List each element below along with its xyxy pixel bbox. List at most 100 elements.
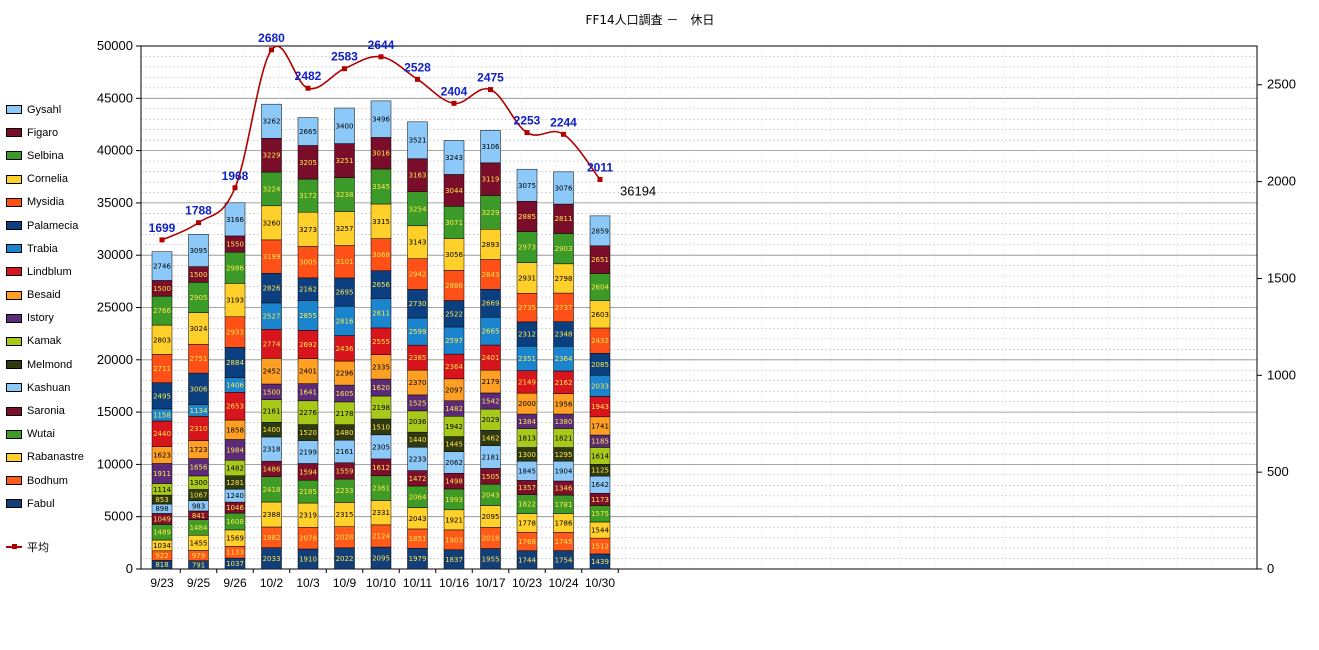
legend-label: Fabul — [27, 497, 55, 510]
legend-item: Kashuan — [6, 376, 96, 399]
legend-swatch — [6, 336, 22, 346]
segment-label: 2597 — [445, 337, 463, 345]
segment-label: 1786 — [555, 520, 573, 528]
segment-label: 2692 — [299, 341, 317, 349]
segment-label: 2351 — [518, 355, 536, 363]
segment-label: 1300 — [518, 451, 536, 459]
y2-tick-label: 1000 — [1267, 367, 1296, 382]
total-annotation: 36194 — [620, 183, 656, 198]
legend-item: Mysidia — [6, 191, 96, 214]
legend-item: Kamak — [6, 330, 96, 353]
legend-swatch — [6, 105, 22, 115]
legend-label: Istory — [27, 312, 54, 325]
segment-label: 1300 — [190, 479, 208, 487]
bar-segment — [443, 140, 465, 175]
segment-label: 2161 — [336, 448, 354, 456]
legend-swatch — [6, 452, 22, 462]
y-tick-label: 15000 — [97, 404, 133, 419]
x-tick-label: 10/23 — [512, 576, 542, 590]
segment-label: 2931 — [518, 274, 536, 282]
segment-label: 2401 — [482, 354, 500, 362]
segment-label: 3119 — [482, 176, 500, 184]
segment-label: 2029 — [482, 416, 500, 424]
segment-label: 1979 — [409, 555, 427, 563]
segment-label: 1240 — [226, 492, 244, 500]
average-point — [488, 87, 493, 93]
segment-label: 2452 — [263, 368, 281, 376]
legend-label: Saronia — [27, 405, 65, 418]
segment-label: 3101 — [336, 258, 354, 266]
bar-segment — [297, 117, 319, 146]
segment-label: 2335 — [372, 363, 390, 371]
segment-label: 2033 — [591, 382, 609, 390]
segment-label: 1984 — [226, 446, 244, 454]
segment-label: 1641 — [299, 389, 317, 397]
legend-label: Trabia — [27, 242, 58, 255]
bar-segment — [188, 233, 209, 267]
segment-label: 2028 — [336, 534, 354, 542]
x-tick-label: 10/24 — [548, 576, 578, 590]
y-tick-label: 50000 — [97, 38, 133, 53]
average-data-label: 1968 — [222, 169, 249, 183]
segment-label: 2178 — [336, 410, 354, 418]
y-tick-label: 25000 — [97, 300, 133, 315]
segment-label: 2000 — [518, 400, 536, 408]
legend-label: 平均 — [27, 541, 49, 554]
segment-label: 3199 — [263, 253, 281, 261]
bar-segment — [370, 100, 392, 138]
segment-label: 1851 — [409, 535, 427, 543]
segment-label: 1612 — [372, 464, 390, 472]
segment-label: 1406 — [226, 381, 244, 389]
segment-label: 2095 — [372, 555, 390, 563]
legend-label: Rabanastre — [27, 451, 84, 464]
segment-label: 2310 — [190, 425, 208, 433]
segment-label: 3172 — [299, 192, 317, 200]
segment-label: 1942 — [445, 423, 463, 431]
segment-label: 2043 — [409, 515, 427, 523]
segment-label: 3251 — [336, 157, 354, 165]
legend-label: Selbina — [27, 149, 64, 162]
legend-item-average: 平均 — [6, 535, 96, 558]
average-data-label: 2011 — [587, 160, 613, 174]
segment-label: 2401 — [299, 368, 317, 376]
segment-label: 1520 — [299, 429, 317, 437]
segment-label: 2651 — [591, 256, 609, 264]
legend-swatch — [6, 221, 22, 231]
bar-segment — [261, 103, 282, 139]
bar-segment — [516, 168, 538, 202]
segment-label: 2043 — [482, 491, 500, 499]
segment-label: 2603 — [591, 311, 609, 319]
legend-swatch — [6, 197, 22, 207]
segment-label: 1357 — [518, 484, 536, 492]
segment-label: 1605 — [336, 390, 354, 398]
segment-label: 3071 — [445, 219, 463, 227]
segment-label: 2766 — [153, 307, 171, 315]
y2-tick-label: 2500 — [1267, 77, 1296, 92]
segment-label: 1813 — [518, 435, 536, 443]
segment-label: 3006 — [190, 385, 208, 393]
legend-swatch — [6, 476, 22, 486]
segment-label: 3075 — [518, 182, 536, 190]
y-tick-label: 40000 — [97, 143, 133, 158]
segment-label: 2364 — [445, 363, 463, 371]
segment-label: 2199 — [299, 448, 317, 456]
segment-label: 2233 — [409, 455, 427, 463]
legend-swatch — [6, 267, 22, 277]
segment-label: 2161 — [263, 407, 281, 415]
segment-label: 3400 — [336, 122, 354, 130]
segment-label: 2315 — [336, 511, 354, 519]
segment-label: 2665 — [299, 128, 317, 136]
segment-label: 2933 — [226, 329, 244, 337]
segment-label: 3273 — [299, 226, 317, 234]
segment-label: 2181 — [482, 454, 500, 462]
segment-label: 2711 — [153, 365, 171, 373]
segment-label: 3163 — [409, 172, 427, 180]
segment-label: 2826 — [263, 285, 281, 293]
segment-label: 3205 — [299, 159, 317, 167]
segment-label: 1956 — [555, 400, 573, 408]
segment-label: 2942 — [409, 271, 427, 279]
segment-label: 1620 — [372, 384, 390, 392]
segment-label: 3068 — [372, 251, 390, 259]
y2-tick-label: 1500 — [1267, 270, 1296, 285]
segment-label: 2903 — [555, 245, 573, 253]
